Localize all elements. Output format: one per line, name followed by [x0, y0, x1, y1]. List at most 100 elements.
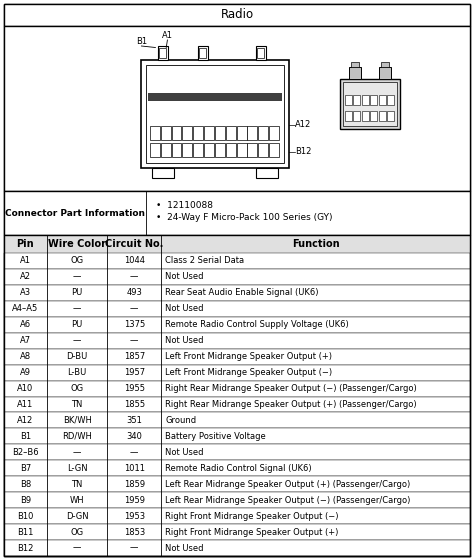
Bar: [4, 191, 470, 235]
Text: Ground: Ground: [165, 416, 196, 425]
Bar: [237, 125, 246, 139]
Text: A8: A8: [20, 352, 31, 361]
Bar: [4, 269, 470, 285]
Text: A2: A2: [20, 272, 31, 282]
Bar: [4, 26, 470, 191]
Bar: [226, 125, 236, 139]
Bar: [4, 381, 470, 396]
Text: OG: OG: [71, 528, 84, 536]
Text: Rear Seat Audio Enable Signal (UK6): Rear Seat Audio Enable Signal (UK6): [165, 288, 319, 297]
Bar: [226, 142, 236, 156]
Bar: [349, 67, 361, 78]
Text: Right Front Midrange Speaker Output (+): Right Front Midrange Speaker Output (+): [165, 528, 338, 536]
Text: 1857: 1857: [124, 352, 145, 361]
Text: RD/WH: RD/WH: [62, 432, 92, 441]
Bar: [256, 45, 266, 59]
Text: A7: A7: [20, 336, 31, 345]
Bar: [247, 125, 257, 139]
Bar: [193, 142, 203, 156]
Bar: [4, 428, 470, 445]
Bar: [193, 125, 203, 139]
Bar: [388, 110, 394, 120]
Text: Battery Positive Voltage: Battery Positive Voltage: [165, 432, 266, 441]
Text: 1853: 1853: [124, 528, 145, 536]
Bar: [4, 445, 470, 460]
Text: Left Rear Midrange Speaker Output (+) (Passenger/Cargo): Left Rear Midrange Speaker Output (+) (P…: [165, 480, 410, 489]
Text: A3: A3: [20, 288, 31, 297]
Bar: [182, 125, 192, 139]
Text: Connector Part Information: Connector Part Information: [5, 208, 145, 217]
Text: 1375: 1375: [124, 320, 145, 329]
Bar: [4, 396, 470, 413]
Text: Not Used: Not Used: [165, 544, 203, 553]
Text: 1011: 1011: [124, 464, 145, 473]
Text: D-BU: D-BU: [66, 352, 88, 361]
Text: A12: A12: [18, 416, 34, 425]
Text: A10: A10: [18, 384, 34, 393]
Bar: [215, 125, 225, 139]
Bar: [204, 142, 214, 156]
Bar: [215, 142, 225, 156]
Text: Wire Color: Wire Color: [48, 239, 106, 249]
Bar: [371, 110, 377, 120]
Bar: [148, 92, 282, 101]
Bar: [200, 48, 207, 58]
Bar: [198, 45, 208, 59]
Text: Class 2 Serial Data: Class 2 Serial Data: [165, 256, 244, 265]
Bar: [4, 253, 470, 269]
Bar: [4, 333, 470, 349]
Bar: [362, 110, 369, 120]
Text: Right Rear Midrange Speaker Output (−) (Passenger/Cargo): Right Rear Midrange Speaker Output (−) (…: [165, 384, 417, 393]
Text: —: —: [73, 304, 82, 313]
Bar: [379, 110, 386, 120]
Text: B8: B8: [20, 480, 31, 489]
Text: —: —: [73, 272, 82, 282]
Bar: [345, 95, 352, 105]
Bar: [4, 413, 470, 428]
Text: Left Rear Midrange Speaker Output (−) (Passenger/Cargo): Left Rear Midrange Speaker Output (−) (P…: [165, 496, 410, 505]
Text: WH: WH: [70, 496, 84, 505]
Text: B10: B10: [17, 512, 34, 521]
Text: —: —: [130, 448, 138, 457]
Text: 1957: 1957: [124, 368, 145, 377]
Bar: [371, 95, 377, 105]
Text: B12: B12: [295, 147, 311, 156]
Text: Pin: Pin: [17, 239, 34, 249]
Bar: [152, 167, 174, 178]
Text: OG: OG: [71, 256, 84, 265]
Text: Left Front Midrange Speaker Output (−): Left Front Midrange Speaker Output (−): [165, 368, 332, 377]
Text: Function: Function: [292, 239, 339, 249]
Text: Radio: Radio: [220, 8, 254, 21]
Text: 1044: 1044: [124, 256, 145, 265]
Bar: [237, 142, 246, 156]
Bar: [381, 62, 389, 67]
Text: Left Front Midrange Speaker Output (+): Left Front Midrange Speaker Output (+): [165, 352, 332, 361]
Text: Not Used: Not Used: [165, 272, 203, 282]
Bar: [269, 125, 279, 139]
Bar: [269, 142, 279, 156]
Bar: [150, 142, 160, 156]
Text: •  12110088: • 12110088: [156, 200, 213, 209]
Bar: [257, 48, 264, 58]
Text: PU: PU: [72, 288, 83, 297]
Bar: [4, 540, 470, 556]
Text: Remote Radio Control Supply Voltage (UK6): Remote Radio Control Supply Voltage (UK6…: [165, 320, 349, 329]
Bar: [362, 95, 369, 105]
Bar: [4, 285, 470, 301]
Bar: [4, 4, 470, 26]
Bar: [4, 524, 470, 540]
Bar: [146, 64, 284, 162]
Bar: [141, 59, 289, 167]
Bar: [4, 365, 470, 381]
Bar: [340, 78, 400, 128]
Text: A12: A12: [295, 120, 311, 129]
Text: 351: 351: [126, 416, 142, 425]
Text: TN: TN: [72, 480, 83, 489]
Text: 1953: 1953: [124, 512, 145, 521]
Text: —: —: [130, 336, 138, 345]
Text: PU: PU: [72, 320, 83, 329]
Text: —: —: [73, 544, 82, 553]
Text: D-GN: D-GN: [66, 512, 89, 521]
Text: A4–A5: A4–A5: [12, 304, 38, 313]
Text: A11: A11: [18, 400, 34, 409]
